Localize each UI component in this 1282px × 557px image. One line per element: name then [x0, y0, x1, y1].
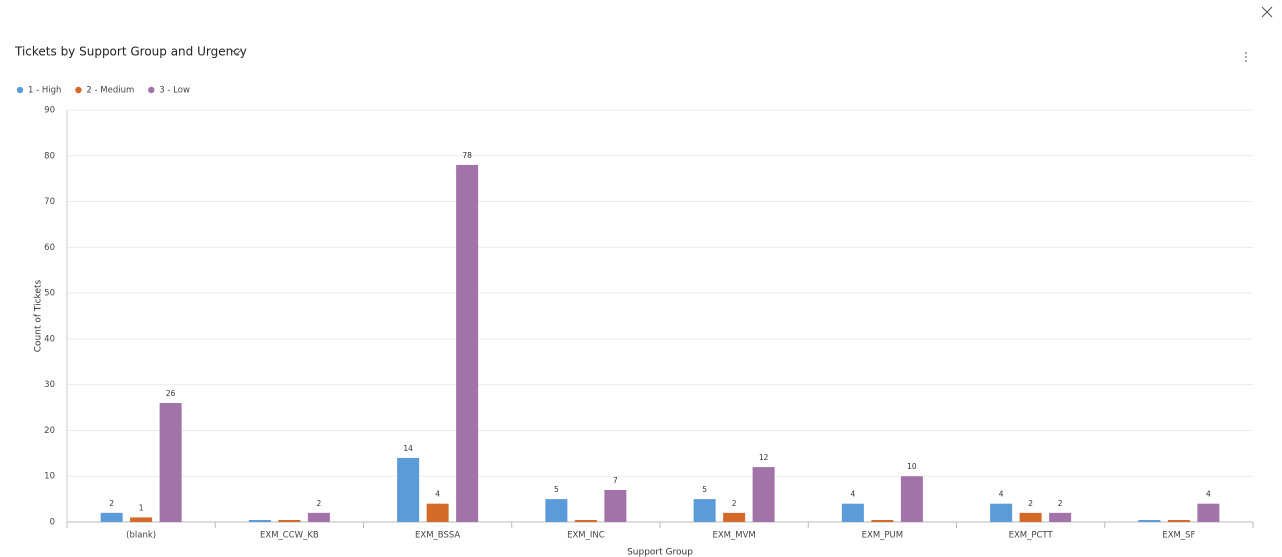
y-tick-label: 80: [44, 151, 55, 161]
value-label: 4: [999, 490, 1004, 499]
value-label: 2: [1058, 499, 1063, 508]
bar: [159, 402, 182, 522]
bar: [1138, 520, 1161, 522]
bar: [752, 467, 775, 522]
title-chevron[interactable]: [231, 49, 242, 56]
close-button[interactable]: [1261, 6, 1273, 18]
bar: [693, 499, 716, 522]
x-tick-label: (blank): [126, 531, 156, 541]
value-label: 2: [109, 499, 114, 508]
y-axis-label: Count of Tickets: [34, 279, 44, 352]
bar: [900, 476, 923, 522]
x-tick-label: EXM_PUM: [862, 531, 903, 541]
x-tick-label: EXM_PCTT: [1009, 531, 1054, 541]
y-tick-label: 10: [44, 472, 55, 482]
bar: [1197, 503, 1220, 522]
x-tick-label: EXM_SF: [1162, 531, 1195, 541]
bar: [990, 503, 1013, 522]
value-label: 4: [435, 490, 440, 499]
value-label: 4: [850, 490, 855, 499]
bar: [1049, 512, 1072, 522]
y-tick-label: 40: [44, 334, 55, 344]
value-label: 7: [613, 476, 618, 485]
x-tick-label: EXM_BSSA: [415, 531, 460, 541]
y-tick-label: 70: [44, 197, 55, 207]
y-tick-label: 50: [44, 289, 55, 299]
more-options[interactable]: [1245, 52, 1247, 62]
x-axis-label: Support Group: [627, 548, 693, 557]
y-tick-label: 90: [44, 106, 55, 116]
legend-marker: [75, 86, 82, 94]
bar: [130, 517, 153, 522]
x-tick-label: EXM_CCW_KB: [260, 531, 319, 541]
value-label: 5: [702, 485, 707, 494]
y-tick-label: 30: [44, 380, 55, 390]
bar: [1167, 520, 1190, 522]
bar: [1019, 512, 1042, 522]
value-label: 2: [732, 499, 737, 508]
y-tick-label: 0: [50, 518, 55, 528]
legend-marker: [148, 86, 155, 94]
bar: [307, 512, 330, 522]
bar: [574, 520, 597, 522]
value-label: 78: [462, 151, 472, 160]
value-label: 10: [907, 462, 917, 471]
bar: [426, 503, 449, 522]
value-label: 2: [316, 499, 321, 508]
legend-marker: [16, 86, 24, 94]
bar: [456, 164, 479, 522]
value-label: 26: [166, 389, 176, 398]
x-tick-label: EXM_INC: [567, 531, 605, 541]
value-label: 2: [1028, 499, 1033, 508]
bar: [723, 512, 746, 522]
bar: [604, 489, 627, 522]
value-label: 12: [759, 453, 769, 462]
bar: [248, 520, 271, 522]
legend-label: 1 - High: [28, 86, 61, 96]
y-tick-label: 20: [44, 426, 55, 436]
bar: [397, 457, 420, 522]
bar: [841, 503, 864, 522]
chart-title: Tickets by Support Group and Urgency: [14, 45, 247, 59]
value-label: 5: [554, 485, 559, 494]
value-label: 1: [139, 503, 144, 512]
legend-label: 2 - Medium: [86, 86, 134, 96]
y-tick-label: 60: [44, 243, 55, 253]
bar: [545, 499, 568, 522]
bar: [100, 512, 123, 522]
legend-label: 3 - Low: [159, 86, 190, 96]
bar: [278, 520, 301, 522]
bar: [871, 520, 894, 522]
value-label: 14: [403, 444, 413, 453]
value-label: 4: [1206, 490, 1211, 499]
x-tick-label: EXM_MVM: [712, 531, 755, 541]
